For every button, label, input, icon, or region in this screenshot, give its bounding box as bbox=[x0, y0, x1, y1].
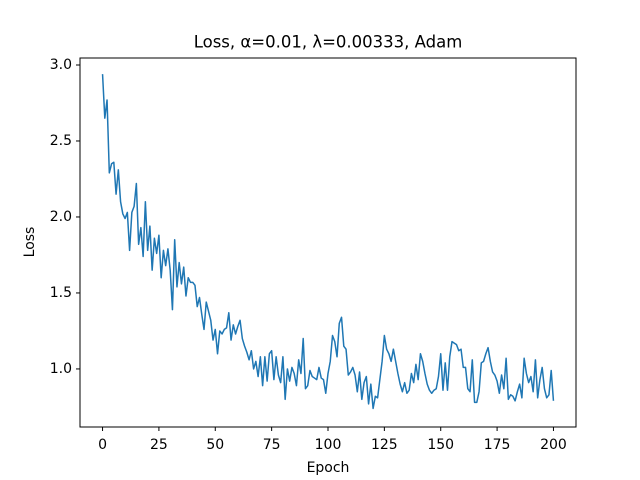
chart-title: Loss, α=0.01, λ=0.00333, Adam bbox=[194, 33, 463, 52]
y-axis-label: Loss bbox=[22, 227, 38, 258]
x-tick-label: 100 bbox=[315, 437, 342, 453]
x-tick-label: 50 bbox=[206, 437, 224, 453]
x-tick-label: 200 bbox=[540, 437, 567, 453]
plot-frame bbox=[79, 57, 577, 428]
data-line bbox=[101, 74, 555, 410]
y-tick-label: 3.0 bbox=[50, 57, 72, 73]
x-tick-label: 25 bbox=[150, 437, 168, 453]
x-tick-label: 125 bbox=[371, 437, 398, 453]
y-tick-label: 1.5 bbox=[50, 285, 72, 301]
x-tick-label: 0 bbox=[98, 437, 107, 453]
x-tick-label: 175 bbox=[484, 437, 511, 453]
x-tick-label: 150 bbox=[427, 437, 454, 453]
y-tick-label: 2.5 bbox=[50, 133, 72, 149]
x-axis-label: Epoch bbox=[307, 460, 350, 476]
y-tick-label: 1.0 bbox=[50, 361, 72, 377]
y-tick-label: 2.0 bbox=[50, 209, 72, 225]
x-tick-label: 75 bbox=[263, 437, 281, 453]
